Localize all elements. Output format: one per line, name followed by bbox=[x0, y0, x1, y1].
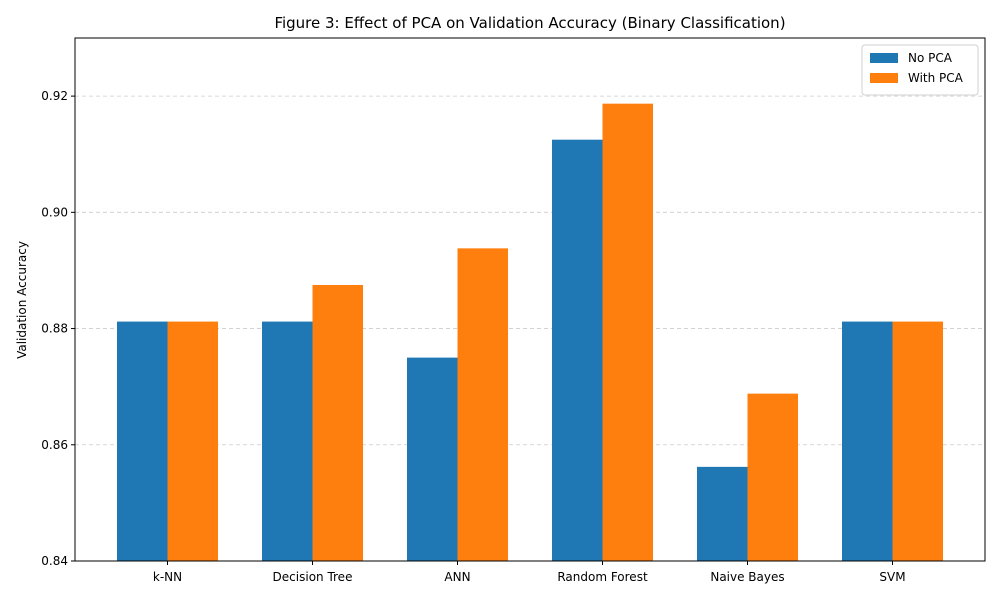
plot-frame bbox=[74, 37, 986, 562]
x-tick-label: Decision Tree bbox=[273, 570, 353, 584]
y-axis-ticks: 0.84 0.86 0.88 0.90 0.92 bbox=[41, 89, 75, 568]
y-axis-label: Validation Accuracy bbox=[15, 241, 29, 359]
grid-layer bbox=[75, 95, 985, 446]
chart-title: Figure 3: Effect of PCA on Validation Ac… bbox=[274, 14, 785, 32]
x-axis-ticks: k-NN Decision Tree ANN Random Forest Naive B… bbox=[153, 561, 906, 584]
legend-swatch-no-pca bbox=[870, 53, 898, 63]
x-tick-label: SVM bbox=[879, 570, 905, 584]
bars-layer bbox=[117, 103, 943, 561]
bar-with-pca-k-nn bbox=[167, 321, 218, 561]
bar-no-pca-ann bbox=[407, 357, 458, 561]
x-tick-label: Naive Bayes bbox=[710, 570, 784, 584]
bar-no-pca-decision-tree bbox=[262, 321, 313, 561]
bar-no-pca-k-nn bbox=[117, 321, 168, 561]
bar-with-pca-decision-tree bbox=[312, 284, 363, 561]
bar-with-pca-naive-bayes bbox=[747, 393, 798, 561]
y-tick-label: 0.92 bbox=[41, 89, 68, 103]
x-tick-label: k-NN bbox=[153, 570, 182, 584]
y-tick-label: 0.86 bbox=[41, 438, 68, 452]
bar-no-pca-random-forest bbox=[552, 139, 603, 561]
bar-no-pca-naive-bayes bbox=[697, 466, 748, 561]
legend-label-with-pca: With PCA bbox=[908, 71, 964, 85]
bar-with-pca-ann bbox=[457, 248, 508, 561]
x-tick-label: ANN bbox=[444, 570, 470, 584]
x-tick-label: Random Forest bbox=[557, 570, 648, 584]
legend-swatch-with-pca bbox=[870, 73, 898, 83]
y-tick-label: 0.84 bbox=[41, 554, 68, 568]
legend-label-no-pca: No PCA bbox=[908, 51, 953, 65]
y-tick-label: 0.90 bbox=[41, 205, 68, 219]
bar-no-pca-svm bbox=[842, 321, 893, 561]
bar-with-pca-random-forest bbox=[602, 103, 653, 561]
bar-with-pca-svm bbox=[892, 321, 943, 561]
legend: No PCA With PCA bbox=[861, 44, 979, 96]
y-tick-label: 0.88 bbox=[41, 322, 68, 336]
